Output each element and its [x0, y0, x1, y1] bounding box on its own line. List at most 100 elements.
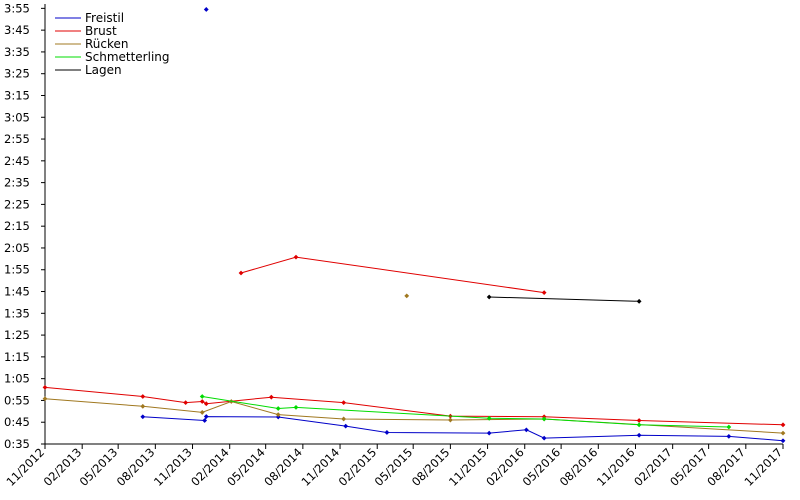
data-point	[199, 399, 205, 404]
x-tick-label: 11/2017	[741, 445, 785, 489]
x-tick-label: 11/2013	[151, 445, 195, 489]
data-point	[268, 394, 274, 400]
x-tick-label: 05/2017	[667, 445, 711, 489]
data-point	[140, 403, 146, 409]
data-point	[343, 423, 349, 429]
y-tick-label: 0:55	[4, 393, 30, 407]
series-line	[44, 398, 784, 434]
x-tick-label: 08/2017	[704, 445, 748, 489]
data-point	[140, 394, 146, 399]
series-r-cken	[42, 396, 786, 436]
series-line	[240, 256, 545, 294]
y-tick-label: 1:55	[4, 263, 30, 277]
data-point	[780, 430, 786, 436]
y-tick-label: 2:45	[4, 154, 30, 168]
data-point	[636, 422, 642, 428]
data-point	[199, 394, 205, 399]
y-tick-label: 3:35	[4, 45, 30, 59]
data-point	[636, 432, 642, 438]
data-point	[199, 410, 205, 415]
data-point	[636, 418, 642, 423]
x-tick-label: 02/2013	[41, 445, 85, 489]
data-point	[541, 416, 547, 422]
data-point	[636, 298, 642, 304]
y-tick-label: 1:15	[4, 350, 30, 364]
x-tick-label: 08/2014	[261, 445, 305, 489]
data-point	[140, 414, 146, 420]
data-point	[183, 400, 189, 406]
data-point	[203, 7, 209, 12]
data-point	[341, 400, 347, 406]
x-tick-label: 11/2014	[298, 445, 342, 489]
y-tick-label: 1:25	[4, 328, 30, 342]
x-tick-label: 05/2013	[77, 445, 121, 489]
data-point	[42, 396, 48, 402]
y-tick-label: 1:05	[4, 372, 30, 386]
series-schmetterling	[199, 394, 732, 430]
data-point	[780, 422, 786, 428]
y-tick-label: 3:15	[4, 88, 30, 102]
data-point	[203, 414, 209, 419]
data-point	[447, 417, 453, 423]
series-lagen	[486, 294, 642, 304]
data-point	[293, 405, 299, 410]
x-tick-label: 11/2015	[446, 445, 490, 489]
series-line	[202, 396, 729, 428]
y-tick-label: 3:25	[4, 67, 30, 81]
y-tick-label: 2:35	[4, 176, 30, 190]
x-tick-label: 02/2014	[188, 445, 232, 489]
x-tick-label: 02/2015	[336, 445, 380, 489]
y-tick-label: 2:05	[4, 241, 30, 255]
data-point	[202, 418, 208, 423]
data-point	[541, 290, 547, 296]
y-tick-label: 3:55	[4, 1, 30, 15]
x-tick-label: 11/2012	[3, 445, 47, 489]
data-point	[275, 406, 281, 411]
data-point	[726, 433, 732, 439]
y-tick-label: 2:25	[4, 197, 30, 211]
data-point	[486, 415, 492, 421]
x-tick-label: 11/2016	[594, 445, 638, 489]
plot-area	[42, 7, 786, 444]
data-point	[384, 430, 390, 435]
y-tick-label: 1:45	[4, 285, 30, 299]
data-point	[203, 401, 209, 407]
data-point	[42, 384, 48, 390]
y-tick-label: 2:15	[4, 219, 30, 233]
data-point	[404, 293, 410, 299]
y-tick-label: 1:35	[4, 306, 30, 320]
x-tick-label: 05/2014	[224, 445, 268, 489]
x-tick-label: 02/2017	[631, 445, 675, 489]
legend-label: Schmetterling	[85, 50, 170, 64]
legend-label: Lagen	[85, 63, 122, 77]
legend-label: Rücken	[85, 37, 129, 51]
legend-label: Freistil	[85, 11, 124, 25]
data-point	[275, 412, 281, 417]
data-point	[541, 435, 547, 441]
y-tick-label: 3:45	[4, 23, 30, 37]
x-tick-label: 05/2016	[520, 445, 564, 489]
series-r-cken	[404, 293, 410, 299]
x-tick-label: 08/2016	[557, 445, 601, 489]
data-point	[780, 438, 786, 444]
series-freistil	[140, 414, 786, 444]
data-point	[486, 430, 492, 436]
x-tick-label: 02/2016	[483, 445, 527, 489]
x-tick-label: 08/2013	[114, 445, 158, 489]
y-tick-label: 3:05	[4, 110, 30, 124]
series-line	[489, 296, 640, 302]
y-tick-label: 0:45	[4, 415, 30, 429]
y-tick-label: 2:55	[4, 132, 30, 146]
data-point	[341, 416, 347, 422]
data-point	[486, 294, 492, 300]
series-brust	[238, 254, 547, 296]
y-tick-label: 0:35	[4, 437, 30, 451]
data-point	[293, 254, 299, 260]
series-freistil	[203, 7, 209, 12]
series-brust	[42, 384, 786, 428]
x-tick-label: 08/2015	[409, 445, 453, 489]
data-point	[523, 427, 529, 433]
